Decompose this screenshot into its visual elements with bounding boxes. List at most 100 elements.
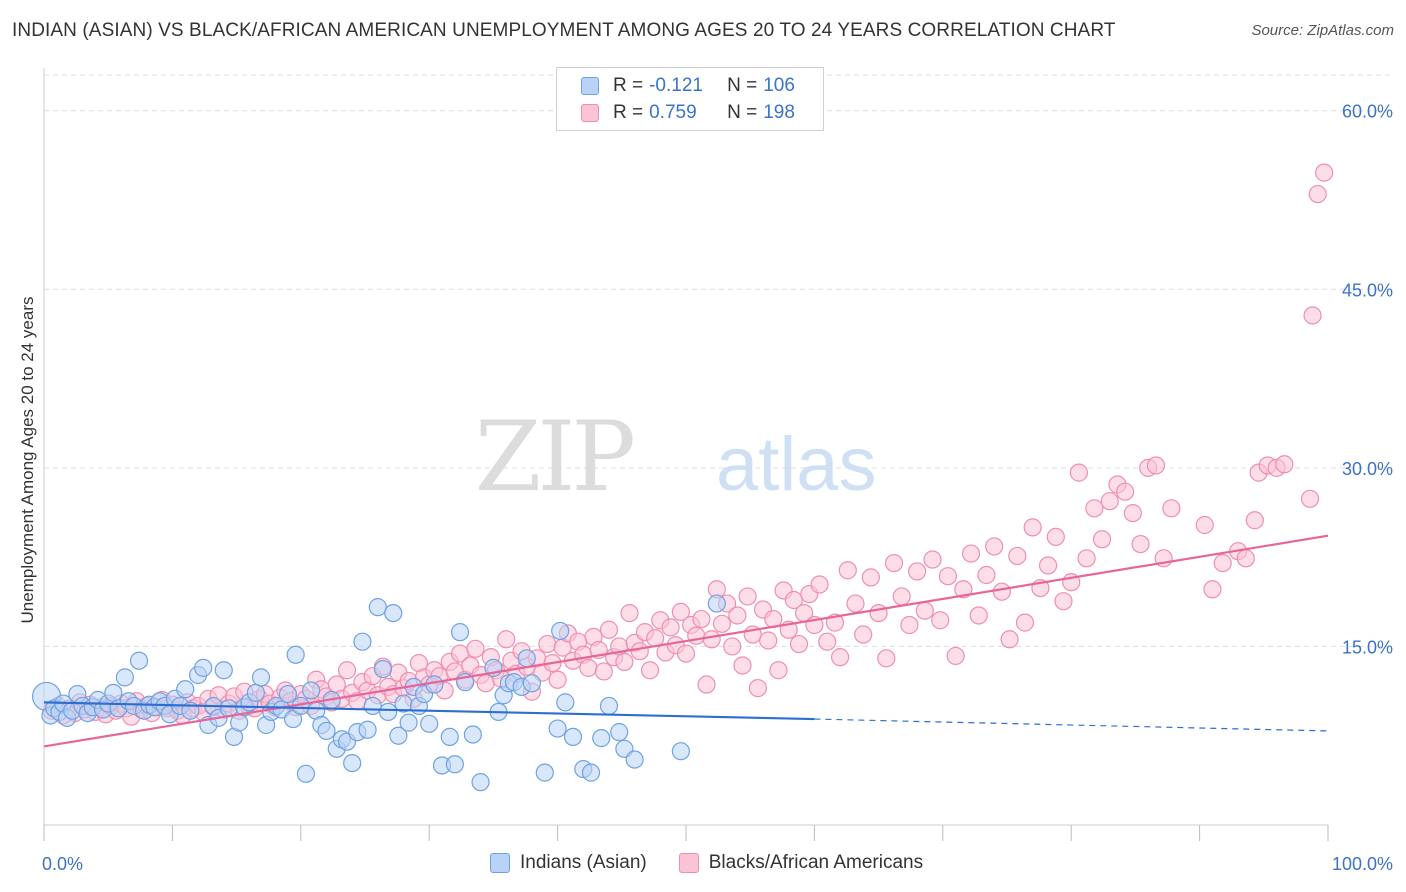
data-point-blacks xyxy=(599,620,619,639)
trend-line-blacks xyxy=(43,534,1329,748)
tick-labels: 15.0% 30.0% 45.0% 60.0% 0.0% 100.0% xyxy=(42,102,1393,874)
bottom-legend: Indians (Asian) Blacks/African Americans xyxy=(490,852,955,874)
y-tick-label: 15.0% xyxy=(1342,637,1393,657)
data-point-blacks xyxy=(759,631,778,650)
data-point-indians xyxy=(129,651,149,670)
legend-n-value: 198 xyxy=(763,102,795,123)
data-point-blacks xyxy=(1008,546,1027,566)
data-point-blacks xyxy=(630,642,649,661)
data-point-blacks xyxy=(1046,527,1065,547)
data-point-blacks xyxy=(1303,306,1322,325)
data-point-blacks xyxy=(769,661,788,680)
data-point-indians xyxy=(556,693,575,712)
data-point-blacks xyxy=(692,609,711,629)
legend-label-indians: Indians (Asian) xyxy=(520,852,647,873)
data-point-blacks xyxy=(1116,482,1135,501)
data-point-blacks xyxy=(1315,163,1334,182)
data-point-blacks xyxy=(1069,463,1089,482)
data-point-blacks xyxy=(1023,518,1042,537)
data-point-indians xyxy=(707,594,726,613)
data-point-indians xyxy=(517,649,536,668)
data-point-blacks xyxy=(915,601,934,620)
data-point-indians xyxy=(379,702,398,722)
data-point-indians xyxy=(343,753,362,773)
data-point-blacks xyxy=(697,675,716,694)
data-point-indians xyxy=(563,727,583,747)
bottom-legend-indians[interactable]: Indians (Asian) xyxy=(490,852,647,874)
data-point-blacks xyxy=(818,632,837,651)
data-point-indians xyxy=(425,675,444,694)
data-point-indians xyxy=(471,773,490,792)
bottom-legend-blacks[interactable]: Blacks/African Americans xyxy=(678,852,923,874)
legend: R = -0.121 N = 106 R = 0.759 N = 198 xyxy=(556,67,824,131)
data-point-blacks xyxy=(938,567,958,586)
data-point-blacks xyxy=(1300,489,1320,508)
legend-n-value: 106 xyxy=(763,75,795,96)
data-point-indians xyxy=(445,755,464,774)
data-point-indians xyxy=(463,725,482,744)
data-point-blacks xyxy=(1146,456,1166,475)
data-point-blacks xyxy=(676,644,696,663)
data-point-blacks xyxy=(738,587,757,606)
data-point-blacks xyxy=(640,661,660,680)
data-point-blacks xyxy=(830,648,850,667)
data-point-blacks xyxy=(712,614,732,633)
data-point-blacks xyxy=(615,652,634,672)
data-point-blacks xyxy=(671,602,690,622)
legend-swatch-pink xyxy=(678,853,699,873)
y-tick-label: 60.0% xyxy=(1342,102,1393,122)
data-point-indians xyxy=(450,623,470,642)
data-point-blacks xyxy=(977,565,996,585)
data-point-blacks xyxy=(789,634,809,654)
data-point-blacks xyxy=(908,562,927,581)
data-point-blacks xyxy=(861,568,880,587)
data-point-blacks xyxy=(1038,556,1058,575)
data-point-blacks xyxy=(810,575,829,594)
data-point-blacks xyxy=(579,658,598,677)
data-point-indians xyxy=(551,621,570,641)
data-point-indians xyxy=(522,674,542,693)
x-tick-label: 100.0% xyxy=(1332,854,1393,874)
data-point-blacks xyxy=(1092,530,1112,549)
data-point-blacks xyxy=(548,670,567,689)
data-point-blacks xyxy=(869,603,888,623)
data-point-blacks xyxy=(1195,515,1214,535)
watermark: ZIP atlas xyxy=(475,401,877,513)
data-point-blacks xyxy=(620,603,639,623)
data-point-indians xyxy=(115,668,134,687)
data-point-indians xyxy=(420,714,439,733)
data-point-blacks xyxy=(1162,499,1181,518)
data-point-indians xyxy=(251,668,271,687)
data-point-blacks xyxy=(992,582,1011,601)
source-label: Source: ZipAtlas.com xyxy=(1251,22,1394,39)
grid-lines xyxy=(44,74,1392,647)
trend-line-indians xyxy=(43,701,815,721)
data-point-blacks xyxy=(748,678,768,698)
data-point-blacks xyxy=(1123,503,1142,523)
data-point-blacks xyxy=(1245,511,1264,530)
chart-title: INDIAN (ASIAN) VS BLACK/AFRICAN AMERICAN… xyxy=(12,20,1116,41)
data-point-blacks xyxy=(1308,184,1327,204)
legend-r-label: R = xyxy=(613,102,644,123)
data-point-indians xyxy=(286,645,305,664)
data-point-indians xyxy=(358,720,377,739)
data-point-indians xyxy=(104,683,123,702)
data-point-indians xyxy=(399,713,418,732)
data-point-blacks xyxy=(1203,580,1222,599)
y-axis-label: Unemployment Among Ages 20 to 24 years xyxy=(18,296,37,624)
data-point-blacks xyxy=(497,630,516,649)
data-point-indians xyxy=(363,696,382,716)
trend-lines xyxy=(43,534,1329,748)
data-point-blacks xyxy=(1213,553,1232,573)
data-point-indians xyxy=(176,680,195,699)
data-point-blacks xyxy=(900,615,919,635)
trend-line-indians-extension xyxy=(814,718,1329,732)
legend-row-blacks: R = 0.759 N = 198 xyxy=(581,101,795,125)
data-point-indians xyxy=(317,721,336,741)
data-point-blacks xyxy=(784,590,803,610)
legend-r-value: -0.121 xyxy=(649,75,703,96)
data-point-blacks xyxy=(954,580,973,599)
data-point-blacks xyxy=(892,587,911,606)
x-tick-label: 0.0% xyxy=(42,854,83,874)
